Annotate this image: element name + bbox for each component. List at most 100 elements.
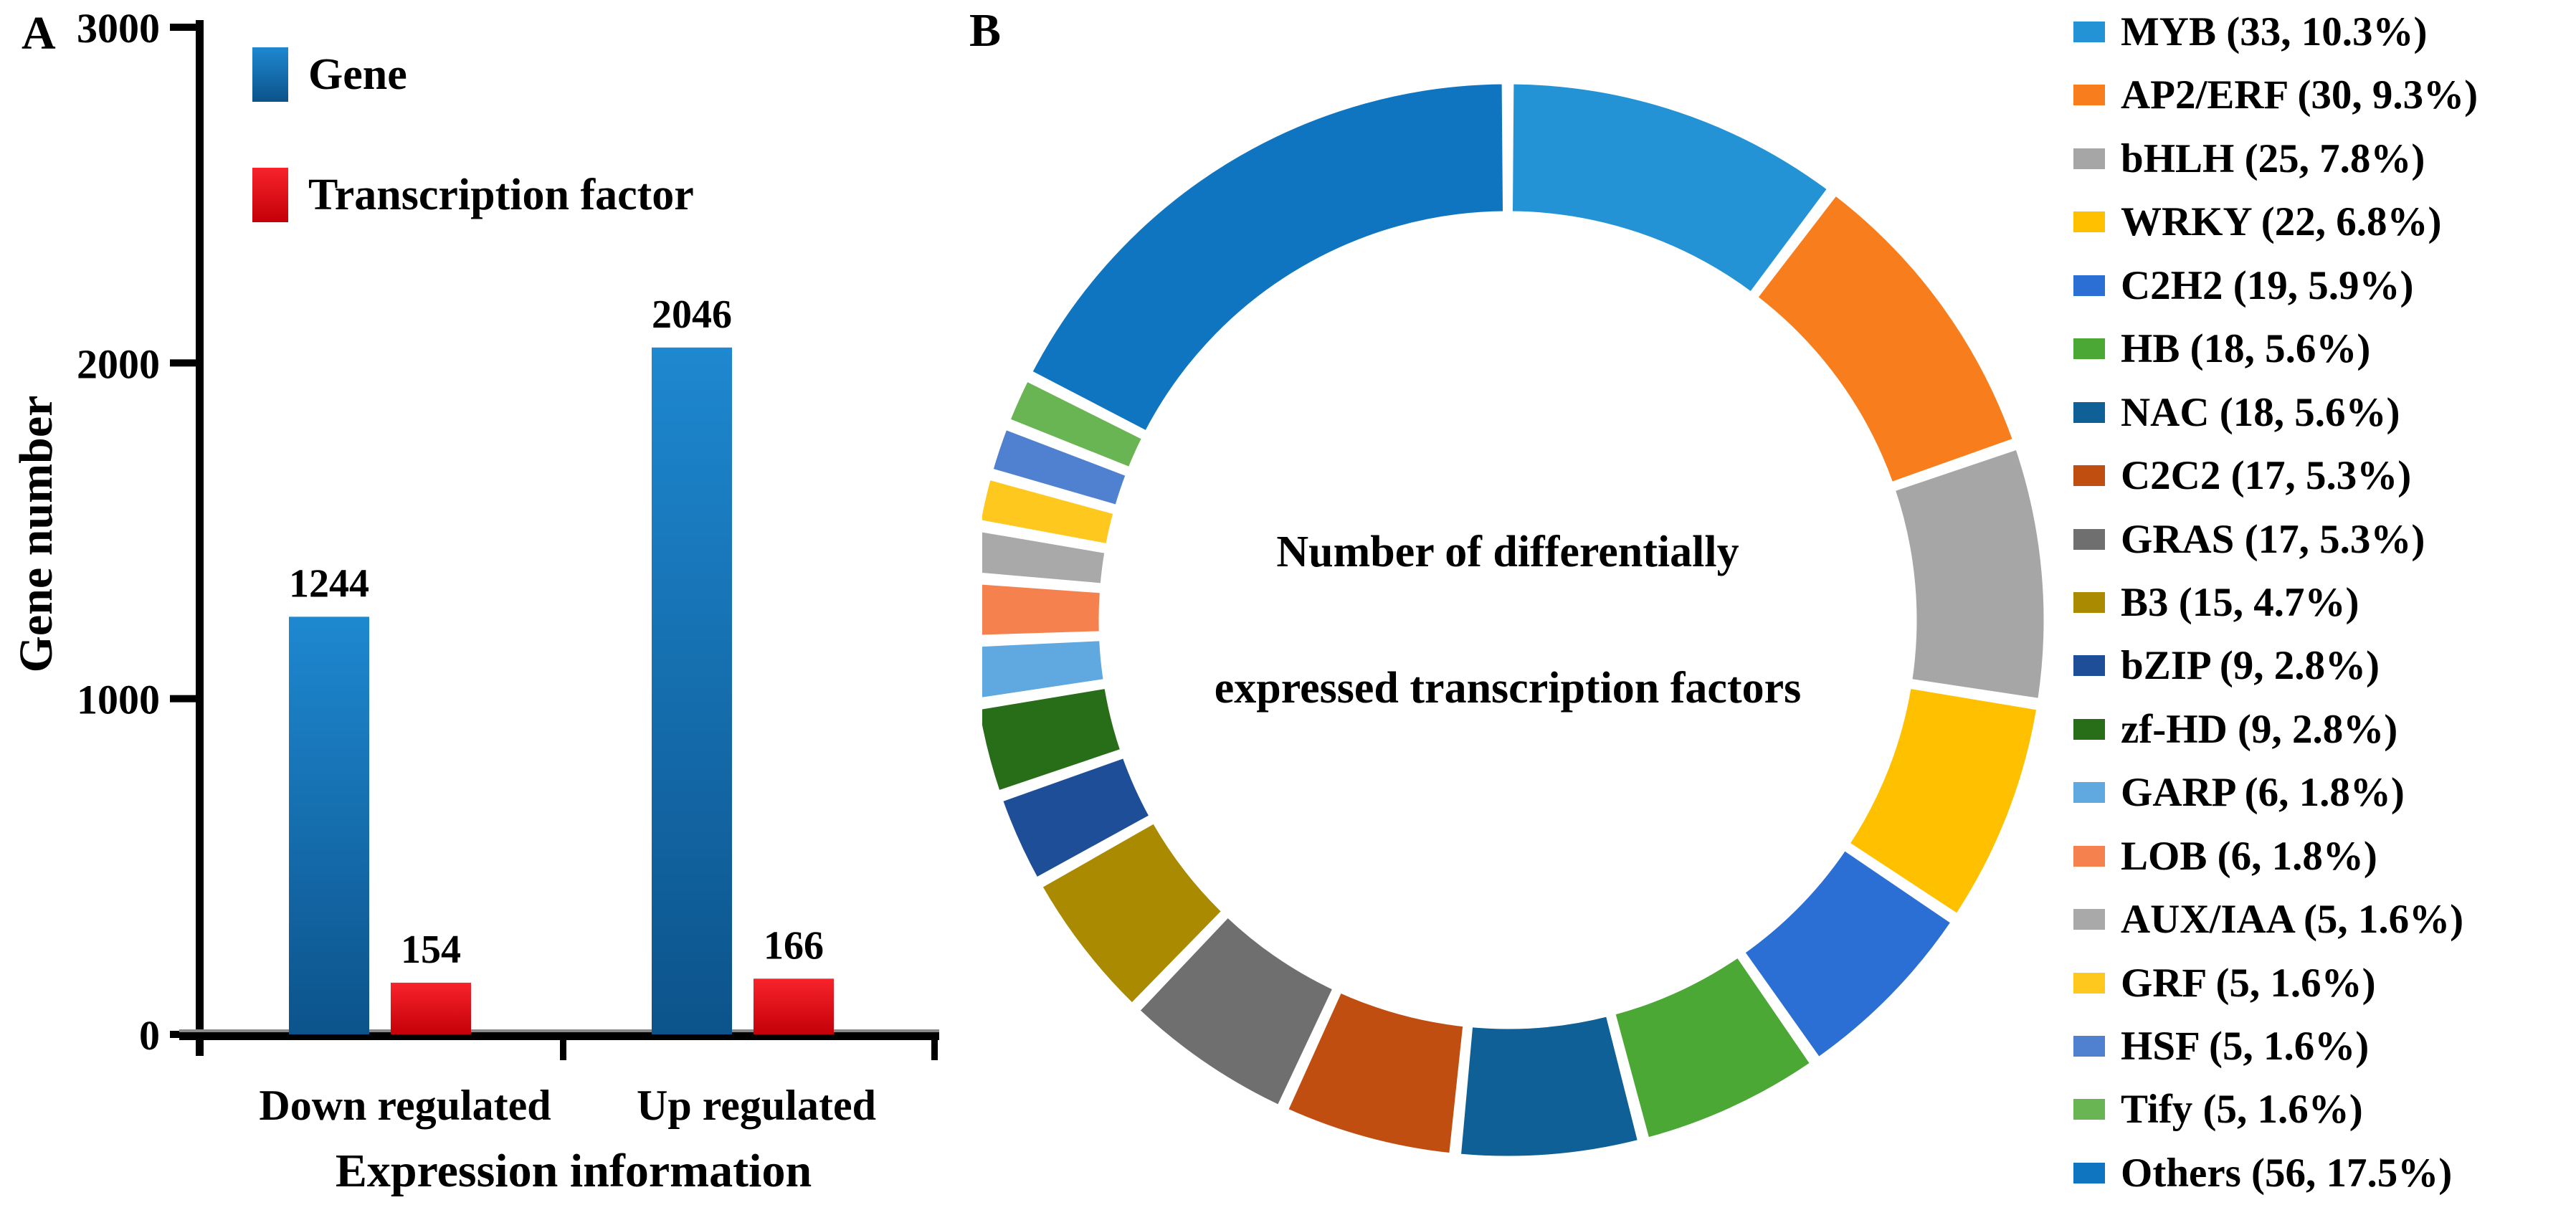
legend-label: GRF (5, 1.6%) [2121,960,2376,1006]
legend-swatch [2073,1099,2105,1120]
donut-slice-c2h2 [1740,846,1955,1062]
x-axis [179,1032,939,1040]
bar-transcription-factor [391,982,471,1034]
legend-swatch [2073,782,2105,804]
legend-label: bHLH (25, 7.8%) [2121,135,2425,181]
donut-slice-hb [1611,953,1815,1142]
legend-item-c2c2: C2C2 (17, 5.3%) [2073,455,2576,496]
legend-item-zf-hd: zf-HD (9, 2.8%) [2073,709,2576,750]
x-tick [560,1040,566,1060]
legend-item-lob: LOB (6, 1.8%) [2073,836,2576,877]
legend-label: LOB (6, 1.8%) [2121,833,2377,879]
donut-slice-bzip [999,754,1154,882]
donut-slice-wrky [1845,685,2040,918]
donut-slice-tify [1006,377,1146,472]
donut-slice-grf [982,476,1118,548]
bar-gene [652,347,732,1034]
legend-swatch [2073,401,2105,423]
legend-swatch [2073,85,2105,106]
legend-label: AUX/IAA (5, 1.6%) [2121,897,2464,943]
legend-swatch [2073,1036,2105,1057]
legend-label: Tify (5, 1.6%) [2121,1087,2363,1133]
legend-label: WRKY (22, 6.8%) [2121,199,2442,245]
donut-slice-c2c2 [1284,989,1467,1157]
legend-swatch [2073,528,2105,550]
y-tick-label: 3000 [77,5,160,52]
y-tick [170,695,200,702]
y-axis [196,20,204,1056]
legend-label: HB (18, 5.6%) [2121,326,2371,372]
legend-label: GRAS (17, 5.3%) [2121,516,2425,562]
y-axis-title: Gene number [10,396,62,673]
y-tick [170,24,200,31]
bar-gene [289,616,369,1034]
legend-swatch [2073,1162,2105,1183]
legend-item-gras: GRAS (17, 5.3%) [2073,519,2576,560]
legend-item-aux-iaa: AUX/IAA (5, 1.6%) [2073,899,2576,940]
legend-swatch [2073,718,2105,740]
bar-value-label: 154 [401,928,461,972]
donut-slice-hsf [989,425,1130,509]
legend-label: NAC (18, 5.6%) [2121,389,2400,435]
legend-item-wrky: WRKY (22, 6.8%) [2073,201,2576,242]
legend-item-bzip: bZIP (9, 2.8%) [2073,645,2576,686]
legend-label: C2H2 (19, 5.9%) [2121,262,2414,308]
legend-item-bhlh: bHLH (25, 7.8%) [2073,138,2576,179]
panel-b-label: B [969,4,1002,57]
legend-item-b3: B3 (15, 4.7%) [2073,582,2576,623]
x-tick [931,1040,938,1060]
legend-item-c2h2: C2H2 (19, 5.9%) [2073,265,2576,306]
x-axis-title: Expression information [336,1145,812,1197]
legend-a-label: Gene [308,50,407,99]
bar-value-label: 2046 [652,292,732,337]
y-tick-label: 1000 [77,677,160,723]
legend-label: Others (56, 17.5%) [2121,1150,2453,1196]
donut-center-text-line1: Number of differentially [1276,528,1739,576]
panel-a-label: A [22,7,56,59]
donut-slice-myb [1508,80,1832,296]
legend-item-garp: GARP (6, 1.8%) [2073,772,2576,813]
y-tick-label: 0 [139,1012,160,1059]
legend-item-hsf: HSF (5, 1.6%) [2073,1026,2576,1067]
legend-swatch [2073,845,2105,867]
legend-swatch [2073,22,2105,42]
legend-swatch [2073,909,2105,930]
legend-swatch [2073,148,2105,169]
y-tick [170,359,200,367]
legend-swatch [2073,591,2105,613]
legend-swatch [2073,338,2105,360]
donut-slice-b3 [1038,819,1226,1008]
legend-label: MYB (33, 10.3%) [2121,9,2428,54]
donut-legend: MYB (33, 10.3%) AP2/ERF (30, 9.3%) bHLH (2… [2073,0,2576,1205]
legend-label: HSF (5, 1.6%) [2121,1024,2370,1069]
donut-slice-others [1028,80,1507,435]
legend-label: C2C2 (17, 5.3%) [2121,453,2412,499]
legend-item-ap2-erf: AP2/ERF (30, 9.3%) [2073,75,2576,115]
category-label: Up regulated [637,1082,876,1129]
donut-slice-zf-hd [982,685,1125,795]
donut-slice-gras [1135,913,1337,1109]
bar-transcription-factor [754,978,834,1034]
donut-center-text-line2: expressed transcription factors [1215,664,1802,713]
legend-swatch [2073,655,2105,677]
donut-slice-bhlh [1891,445,2048,702]
donut-slice-ap2-erf [1753,191,2017,486]
legend-a-label: Transcription factor [308,171,694,219]
legend-item-tify: Tify (5, 1.6%) [2073,1089,2576,1130]
legend-item-hb: HB (18, 5.6%) [2073,328,2576,369]
category-label: Down regulated [259,1082,551,1129]
legend-item-others: Others (56, 17.5%) [2073,1153,2576,1194]
y-tick-label: 2000 [77,340,160,387]
legend-label: GARP (6, 1.8%) [2121,770,2405,816]
donut-slice-lob [982,581,1104,639]
legend-swatch [2073,211,2105,233]
donut-chart: Number of differentially expressed transc… [982,80,2048,1160]
donut-slice-nac [1457,1012,1642,1160]
donut-slice-garp [982,637,1108,701]
legend-a-swatch [252,168,288,222]
legend-item-nac: NAC (18, 5.6%) [2073,392,2576,433]
legend-swatch [2073,972,2105,994]
legend-swatch [2073,275,2105,296]
legend-label: B3 (15, 4.7%) [2121,579,2359,625]
